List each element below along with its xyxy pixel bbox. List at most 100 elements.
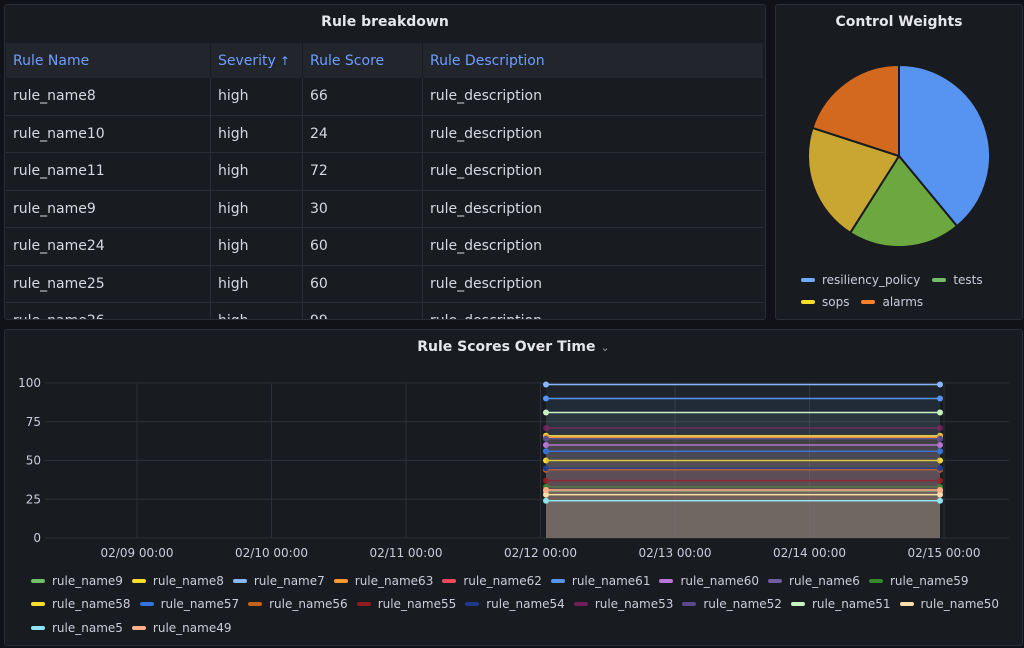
pie-slice-tests[interactable] <box>848 154 959 248</box>
legend-item-alarms[interactable]: alarms <box>861 291 923 313</box>
legend-swatch <box>790 602 805 607</box>
data-point[interactable] <box>543 486 549 493</box>
data-point[interactable] <box>543 395 549 402</box>
legend-item-resiliency-policy[interactable]: resiliency_policy <box>801 269 920 291</box>
severity-cell: high <box>211 228 303 265</box>
data-point[interactable] <box>937 486 943 493</box>
legend-item-rule-name58[interactable]: rule_name58 <box>31 593 131 617</box>
legend-swatch <box>573 602 588 607</box>
data-point[interactable] <box>937 457 943 464</box>
data-point[interactable] <box>937 409 943 416</box>
legend-item-rule-name49[interactable]: rule_name49 <box>131 616 231 640</box>
data-point[interactable] <box>543 424 549 431</box>
pie-slice-alarms[interactable] <box>811 63 900 158</box>
legend-label: rule_name55 <box>377 597 457 612</box>
x-tick-label: 02/15 00:00 <box>908 546 981 560</box>
legend-item-rule-name60[interactable]: rule_name60 <box>659 569 759 593</box>
table-row[interactable]: rule_name11 high 72 rule_description <box>6 153 764 191</box>
x-tick-label: 02/09 00:00 <box>101 546 174 560</box>
data-point[interactable] <box>543 409 549 416</box>
legend-item-rule-name59[interactable]: rule_name59 <box>868 569 969 593</box>
legend-item-rule-name56[interactable]: rule_name56 <box>248 593 348 617</box>
data-point[interactable] <box>543 381 549 388</box>
legend-item-rule-name5[interactable]: rule_name5 <box>31 616 123 640</box>
chevron-down-icon[interactable]: ⌄ <box>600 341 610 354</box>
rule-name-cell: rule_name11 <box>6 153 211 190</box>
legend-label: rule_name53 <box>594 597 674 612</box>
legend-item-rule-name50[interactable]: rule_name50 <box>899 593 999 617</box>
data-point[interactable] <box>937 442 943 448</box>
data-point[interactable] <box>543 442 549 448</box>
table-row[interactable]: rule_name25 high 60 rule_description <box>6 265 764 303</box>
data-point[interactable] <box>937 465 943 472</box>
legend-swatch <box>31 625 45 630</box>
data-point[interactable] <box>937 424 943 431</box>
table-row[interactable]: rule_name8 high 66 rule_description <box>6 78 764 116</box>
x-tick-label: 02/13 00:00 <box>639 546 712 560</box>
legend-swatch <box>682 602 697 607</box>
data-point[interactable] <box>543 465 549 472</box>
y-tick-label: 50 <box>26 454 41 468</box>
column-header-rule-name[interactable]: Rule Name <box>6 43 211 78</box>
legend-item-rule-name6[interactable]: rule_name6 <box>768 569 860 593</box>
panel-title[interactable]: Control Weights <box>835 14 963 30</box>
legend-item-rule-name62[interactable]: rule_name62 <box>442 569 542 593</box>
rule-description-cell: rule_description <box>430 200 542 217</box>
legend-item-rule-name57[interactable]: rule_name57 <box>139 593 239 617</box>
data-point[interactable] <box>937 491 943 498</box>
severity-cell: high <box>211 115 303 152</box>
legend-label: rule_name58 <box>52 597 131 612</box>
data-point[interactable] <box>543 491 549 498</box>
data-point[interactable] <box>543 448 549 455</box>
legend-swatch <box>899 602 914 607</box>
legend-item-rule-name8[interactable]: rule_name8 <box>131 569 224 593</box>
legend-item-rule-name63[interactable]: rule_name63 <box>333 569 433 593</box>
table-row[interactable]: rule_name9 high 30 rule_description <box>6 190 764 228</box>
x-tick-label: 02/14 00:00 <box>773 546 846 560</box>
data-point[interactable] <box>543 457 549 464</box>
column-header-severity[interactable]: Severity ↑ <box>211 43 303 78</box>
legend-swatch <box>868 578 883 583</box>
legend-item-rule-name54[interactable]: rule_name54 <box>465 593 565 617</box>
table-row[interactable]: rule_name24 high 60 rule_description <box>6 228 764 266</box>
data-point[interactable] <box>543 497 549 504</box>
rule-breakdown-panel: Rule breakdown Rule Name Severity ↑ Rule … <box>4 4 766 320</box>
table-row[interactable]: rule_name10 high 24 rule_description <box>6 115 764 153</box>
y-tick-label: 100 <box>18 376 41 390</box>
table-row[interactable]: rule_name26high99rule_description <box>6 303 764 319</box>
data-point[interactable] <box>543 477 549 484</box>
panel-title[interactable]: Rule breakdown <box>321 14 449 30</box>
timeseries-chart[interactable]: 0 25 50 75 100 02/09 00:00 02/10 00:00 02/11 00… <box>5 368 1022 568</box>
legend-label: sops <box>822 295 850 309</box>
legend-item-rule-name9[interactable]: rule_name9 <box>31 569 123 593</box>
data-point[interactable] <box>937 395 943 402</box>
legend-label: rule_name6 <box>789 573 860 588</box>
data-point[interactable] <box>937 448 943 455</box>
legend-swatch <box>550 578 565 583</box>
legend-swatch <box>659 578 674 583</box>
series-area-rule-name56 <box>546 469 940 538</box>
legend-item-sops[interactable]: sops <box>801 291 849 313</box>
data-point[interactable] <box>937 381 943 388</box>
legend-item-rule-name53[interactable]: rule_name53 <box>573 593 674 617</box>
legend-item-rule-name51[interactable]: rule_name51 <box>790 593 891 617</box>
legend-item-rule-name7[interactable]: rule_name7 <box>232 569 325 593</box>
legend-item-rule-name52[interactable]: rule_name52 <box>682 593 782 617</box>
header-label: Rule Name <box>13 52 90 69</box>
data-point[interactable] <box>937 497 943 504</box>
rule-description-cell: rule_description <box>430 163 542 180</box>
pie-chart[interactable] <box>806 63 996 253</box>
pie-slice-sops[interactable] <box>807 126 901 235</box>
panel-title[interactable]: Rule Scores Over Time ⌄ <box>5 339 1022 355</box>
table-body[interactable]: rule_name8 high 66 rule_description rule_nam… <box>6 78 764 319</box>
data-point[interactable] <box>543 435 549 442</box>
column-header-rule-description[interactable]: Rule Description <box>423 43 764 78</box>
pie-slice-resiliency-policy[interactable] <box>898 63 991 228</box>
legend-item-tests[interactable]: tests <box>932 269 983 291</box>
data-point[interactable] <box>937 477 943 484</box>
legend-item-rule-name55[interactable]: rule_name55 <box>356 593 457 617</box>
legend-item-rule-name61[interactable]: rule_name61 <box>550 569 650 593</box>
column-header-rule-score[interactable]: Rule Score <box>303 43 423 78</box>
series-area-rule-name5 <box>546 500 940 538</box>
data-point[interactable] <box>937 435 943 442</box>
